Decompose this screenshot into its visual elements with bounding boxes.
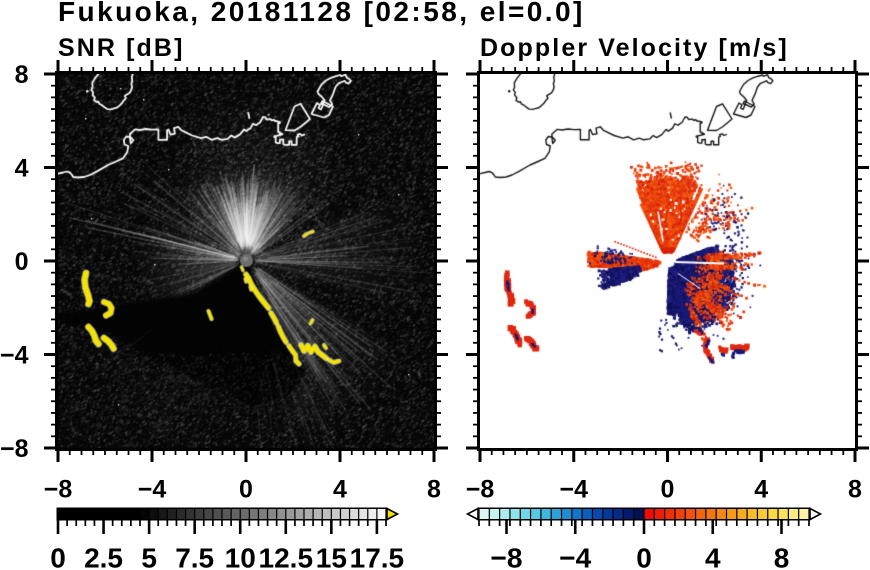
svg-text:8: 8 <box>427 476 441 504</box>
svg-text:5: 5 <box>141 543 157 570</box>
svg-text:4: 4 <box>333 476 347 504</box>
svg-text:0: 0 <box>661 476 675 504</box>
svg-text:−8: −8 <box>44 476 73 504</box>
svg-text:15: 15 <box>316 543 347 570</box>
svg-text:−8: −8 <box>0 435 29 463</box>
svg-text:−4: −4 <box>559 543 591 570</box>
svg-text:8: 8 <box>774 543 790 570</box>
svg-text:17.5: 17.5 <box>350 543 405 570</box>
svg-text:7.5: 7.5 <box>175 543 214 570</box>
svg-text:4: 4 <box>754 476 768 504</box>
svg-text:4: 4 <box>705 543 721 570</box>
svg-text:10: 10 <box>225 543 256 570</box>
svg-text:0: 0 <box>239 476 253 504</box>
svg-text:−4: −4 <box>559 476 588 504</box>
svg-text:−8: −8 <box>491 543 523 570</box>
svg-text:2.5: 2.5 <box>84 543 123 570</box>
svg-text:0: 0 <box>15 248 29 276</box>
svg-text:12.5: 12.5 <box>259 543 314 570</box>
svg-text:0: 0 <box>50 543 66 570</box>
svg-text:8: 8 <box>848 476 862 504</box>
svg-text:−4: −4 <box>138 476 167 504</box>
svg-text:8: 8 <box>15 61 29 89</box>
svg-text:−8: −8 <box>466 476 495 504</box>
svg-text:0: 0 <box>636 543 652 570</box>
svg-text:4: 4 <box>15 155 29 183</box>
svg-text:−4: −4 <box>0 342 29 370</box>
